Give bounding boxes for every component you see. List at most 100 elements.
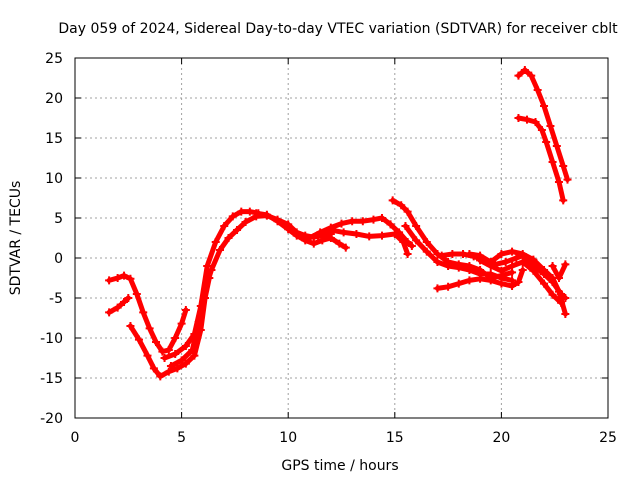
data-point bbox=[407, 242, 416, 250]
data-point bbox=[465, 276, 474, 285]
data-point bbox=[177, 356, 186, 365]
data-point bbox=[514, 71, 523, 80]
data-point bbox=[194, 318, 203, 326]
data-point bbox=[508, 262, 517, 270]
data-point bbox=[335, 239, 344, 248]
y-axis-label: SDTVAR / TECUs bbox=[8, 181, 24, 296]
data-point bbox=[164, 367, 173, 376]
data-point bbox=[369, 215, 378, 224]
data-series-track-15 bbox=[548, 260, 570, 282]
data-point bbox=[388, 196, 397, 205]
x-tick-label: 5 bbox=[177, 430, 186, 446]
data-point bbox=[540, 279, 549, 288]
data-point bbox=[181, 359, 190, 368]
data-point bbox=[437, 251, 446, 260]
data-point bbox=[557, 298, 566, 307]
data-point bbox=[554, 274, 563, 282]
data-point bbox=[422, 247, 431, 256]
data-point bbox=[305, 234, 314, 242]
data-point bbox=[188, 346, 197, 354]
data-point bbox=[284, 225, 293, 234]
y-tick-label: -20 bbox=[40, 411, 63, 427]
data-point bbox=[164, 346, 173, 354]
data-point bbox=[245, 207, 254, 216]
data-point bbox=[152, 338, 161, 346]
x-tick-label: 25 bbox=[599, 430, 617, 446]
data-point bbox=[181, 342, 190, 350]
data-point bbox=[228, 212, 237, 221]
data-series-track-6 bbox=[252, 209, 350, 252]
data-point bbox=[518, 266, 527, 274]
data-point bbox=[476, 256, 485, 265]
data-point bbox=[529, 266, 538, 275]
data-point bbox=[273, 217, 282, 226]
data-point bbox=[559, 162, 568, 170]
data-point bbox=[352, 230, 361, 238]
data-point bbox=[448, 250, 457, 258]
data-point bbox=[403, 207, 412, 216]
data-point bbox=[166, 362, 175, 370]
data-point bbox=[126, 322, 135, 330]
data-series-track-8 bbox=[314, 226, 412, 258]
data-point bbox=[433, 258, 442, 266]
data-point bbox=[444, 262, 453, 270]
data-point bbox=[262, 210, 271, 219]
x-tick-label: 10 bbox=[279, 430, 297, 446]
data-point bbox=[132, 290, 141, 298]
data-point bbox=[403, 250, 412, 258]
data-point bbox=[399, 238, 408, 246]
data-point bbox=[120, 271, 129, 280]
data-point bbox=[518, 250, 527, 258]
data-point bbox=[537, 126, 546, 134]
data-point bbox=[533, 86, 542, 94]
data-series-track-14 bbox=[476, 256, 566, 307]
series-trace bbox=[106, 295, 131, 315]
data-point bbox=[554, 178, 563, 186]
data-point bbox=[561, 260, 570, 269]
data-point bbox=[143, 351, 152, 360]
data-point bbox=[358, 217, 367, 226]
data-point bbox=[465, 266, 474, 274]
x-axis-label: GPS time / hours bbox=[281, 458, 398, 474]
data-point bbox=[548, 290, 557, 299]
data-point bbox=[378, 214, 387, 222]
data-point bbox=[433, 284, 442, 293]
x-tick-label: 0 bbox=[71, 430, 80, 446]
data-point bbox=[529, 255, 538, 264]
y-tick-label: 5 bbox=[54, 211, 63, 227]
data-point bbox=[540, 102, 549, 110]
data-point bbox=[318, 236, 327, 245]
data-point bbox=[486, 262, 495, 270]
data-point bbox=[497, 266, 506, 275]
data-point bbox=[401, 222, 410, 230]
data-point bbox=[390, 230, 399, 238]
data-point bbox=[497, 279, 506, 288]
data-point bbox=[171, 334, 180, 342]
data-point bbox=[497, 250, 506, 258]
x-tick-label: 15 bbox=[386, 430, 404, 446]
data-point bbox=[292, 231, 301, 240]
plot-frame bbox=[74, 57, 609, 419]
data-point bbox=[554, 287, 563, 296]
data-point bbox=[252, 209, 261, 218]
data-point bbox=[134, 335, 143, 344]
data-point bbox=[508, 282, 517, 290]
data-point bbox=[314, 231, 323, 240]
data-point bbox=[126, 274, 135, 283]
data-point bbox=[201, 286, 210, 294]
y-tick-label: -5 bbox=[49, 291, 63, 307]
data-point bbox=[476, 274, 485, 283]
data-series-track-11 bbox=[433, 266, 527, 293]
data-point bbox=[386, 220, 395, 229]
data-point bbox=[454, 279, 463, 288]
data-point bbox=[326, 226, 335, 234]
data-point bbox=[207, 266, 216, 274]
data-point bbox=[156, 372, 165, 381]
data-point bbox=[540, 266, 549, 274]
y-tick-label: -10 bbox=[40, 331, 63, 347]
data-point bbox=[215, 246, 224, 254]
series-trace bbox=[434, 267, 526, 291]
data-point bbox=[548, 158, 557, 166]
data-point bbox=[326, 234, 335, 242]
